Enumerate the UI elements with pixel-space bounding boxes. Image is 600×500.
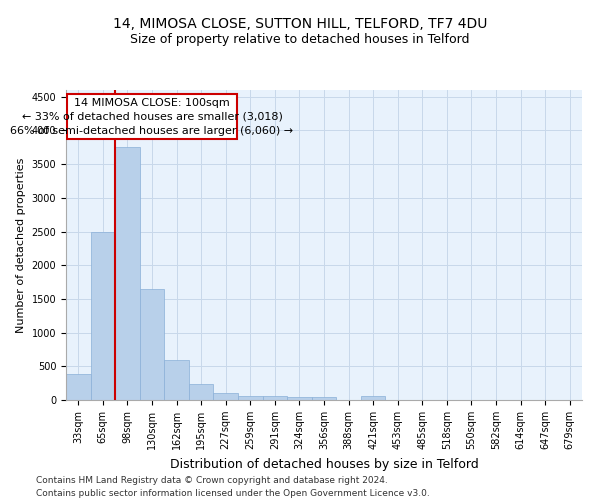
Bar bbox=[238, 396, 263, 400]
X-axis label: Distribution of detached houses by size in Telford: Distribution of detached houses by size … bbox=[170, 458, 478, 470]
Text: 14, MIMOSA CLOSE, SUTTON HILL, TELFORD, TF7 4DU: 14, MIMOSA CLOSE, SUTTON HILL, TELFORD, … bbox=[113, 18, 487, 32]
Bar bbox=[312, 398, 336, 400]
Bar bbox=[140, 289, 164, 400]
Bar bbox=[189, 384, 214, 400]
Text: Size of property relative to detached houses in Telford: Size of property relative to detached ho… bbox=[130, 32, 470, 46]
Bar bbox=[361, 396, 385, 400]
Text: Contains HM Land Registry data © Crown copyright and database right 2024.
Contai: Contains HM Land Registry data © Crown c… bbox=[36, 476, 430, 498]
Y-axis label: Number of detached properties: Number of detached properties bbox=[16, 158, 26, 332]
Bar bbox=[66, 374, 91, 400]
Bar bbox=[263, 396, 287, 400]
Bar bbox=[164, 360, 189, 400]
Bar bbox=[115, 148, 140, 400]
Bar bbox=[214, 392, 238, 400]
Bar bbox=[287, 396, 312, 400]
FancyBboxPatch shape bbox=[67, 94, 237, 139]
Text: 14 MIMOSA CLOSE: 100sqm
← 33% of detached houses are smaller (3,018)
66% of semi: 14 MIMOSA CLOSE: 100sqm ← 33% of detache… bbox=[10, 98, 293, 136]
Bar bbox=[91, 232, 115, 400]
